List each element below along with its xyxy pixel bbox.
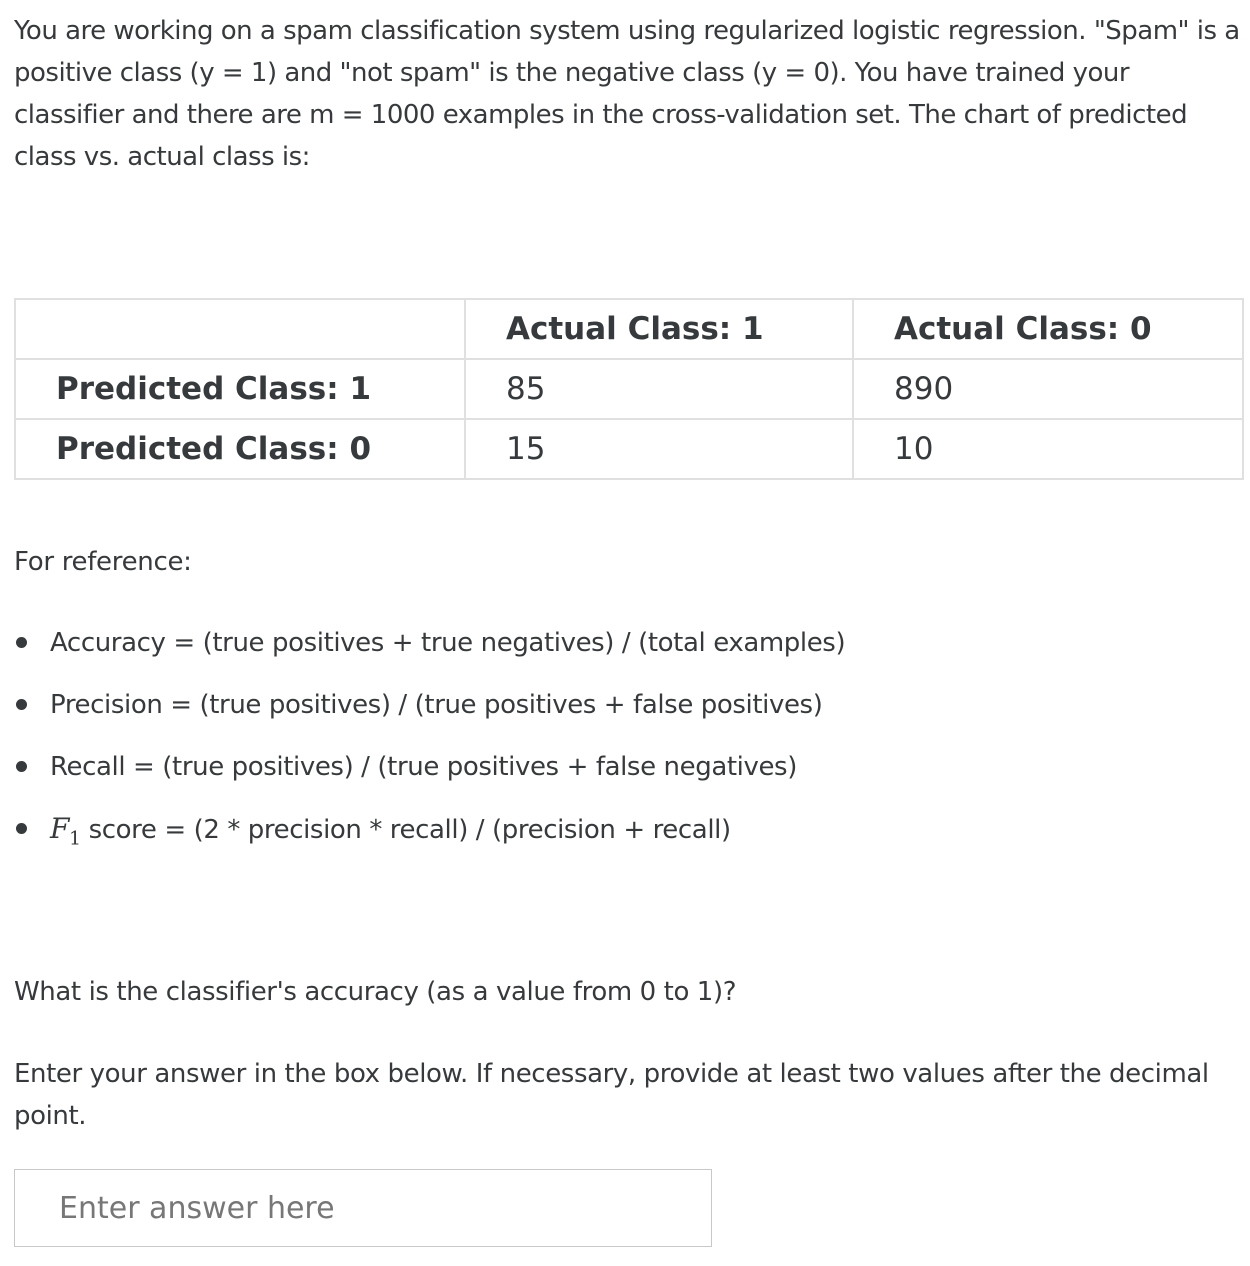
reference-label: For reference: (14, 547, 192, 577)
bullet-icon (16, 699, 27, 710)
formula-precision: Precision = (true positives) / (true pos… (50, 690, 823, 720)
cell-value: 85 (464, 358, 854, 420)
list-item: Precision = (true positives) / (true pos… (14, 684, 845, 746)
f1-symbol: F1 (50, 812, 81, 850)
row-label-predicted-1: Predicted Class: 1 (14, 358, 466, 420)
formula-recall: Recall = (true positives) / (true positi… (50, 752, 797, 782)
formula-accuracy: Accuracy = (true positives + true negati… (50, 628, 846, 658)
table-header-actual-1: Actual Class: 1 (464, 298, 854, 360)
bullet-icon (16, 637, 27, 648)
list-item: Accuracy = (true positives + true negati… (14, 622, 846, 684)
cell-value: 15 (464, 418, 854, 480)
table-header-empty (14, 298, 466, 360)
table-row: Predicted Class: 1 85 890 (14, 358, 1244, 420)
bullet-icon (16, 823, 27, 834)
answer-input[interactable] (14, 1169, 712, 1247)
table-header-actual-0: Actual Class: 0 (852, 298, 1244, 360)
cell-value: 890 (852, 358, 1244, 420)
formula-list: Accuracy = (true positives + true negati… (14, 622, 846, 870)
confusion-matrix-table: Actual Class: 1 Actual Class: 0 Predicte… (14, 298, 1244, 480)
table-header-row: Actual Class: 1 Actual Class: 0 (14, 298, 1244, 360)
list-item: Recall = (true positives) / (true positi… (14, 746, 845, 808)
bullet-icon (16, 761, 27, 772)
answer-instruction: Enter your answer in the box below. If n… (14, 1059, 1209, 1131)
table-row: Predicted Class: 0 15 10 (14, 418, 1244, 480)
cell-value: 10 (852, 418, 1244, 480)
list-item: F1 score = (2 * precision * recall) / (p… (14, 808, 845, 870)
question-prompt: What is the classifier's accuracy (as a … (14, 977, 737, 1007)
question-intro: You are working on a spam classification… (14, 16, 1240, 172)
row-label-predicted-0: Predicted Class: 0 (14, 418, 466, 480)
formula-f1: score = (2 * precision * recall) / (prec… (80, 815, 732, 845)
